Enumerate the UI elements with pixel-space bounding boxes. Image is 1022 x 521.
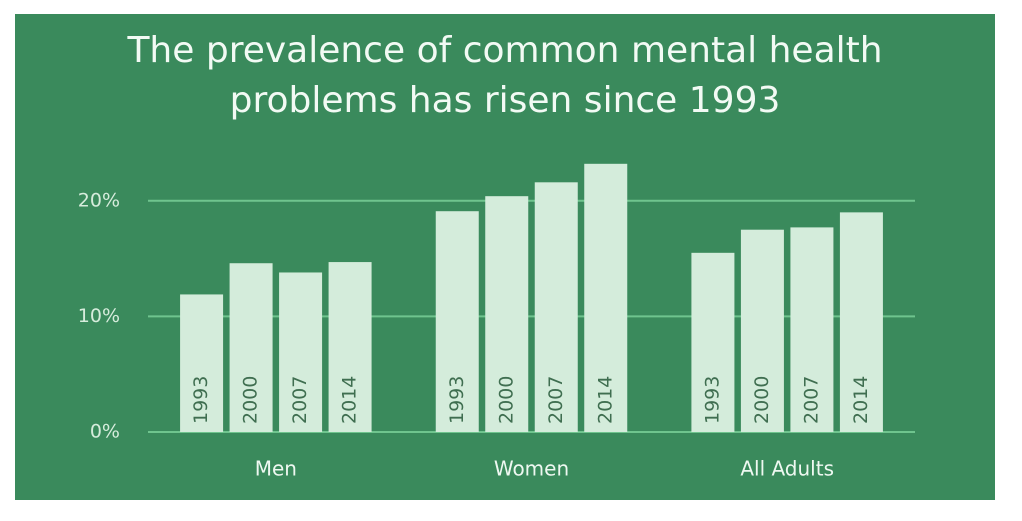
x-tick-label: All Adults (740, 457, 834, 481)
bar-year-label: 2007 (800, 376, 822, 424)
bar (180, 294, 224, 432)
y-tick-label: 10% (78, 305, 120, 327)
bar-year-label: 2007 (289, 376, 311, 424)
bar-year-label: 2007 (545, 376, 567, 424)
x-tick-label: Men (255, 457, 297, 481)
bar-year-label: 1993 (446, 376, 468, 424)
bar (534, 182, 578, 432)
bar (328, 262, 372, 432)
y-tick-label: 20% (78, 189, 120, 211)
bar-year-label: 2000 (751, 376, 773, 424)
bar-year-label: 1993 (701, 376, 723, 424)
chart-title: The prevalence of common mental health p… (127, 30, 883, 121)
bar-year-label: 2014 (339, 376, 361, 424)
bar (435, 211, 479, 432)
bar (229, 263, 273, 432)
y-tick-label: 0% (90, 421, 120, 443)
bar-year-label: 2014 (850, 376, 872, 424)
bar (279, 272, 323, 432)
bar (790, 227, 834, 432)
bar (839, 212, 883, 432)
bar-year-label: 1993 (190, 376, 212, 424)
bar (584, 163, 628, 433)
x-tick-label: Women (494, 457, 569, 481)
bar-year-label: 2000 (240, 376, 262, 424)
bar (485, 196, 529, 432)
bar (691, 252, 735, 432)
bar-year-label: 2000 (495, 376, 517, 424)
bar-year-label: 2014 (594, 376, 616, 424)
bar (740, 229, 784, 432)
